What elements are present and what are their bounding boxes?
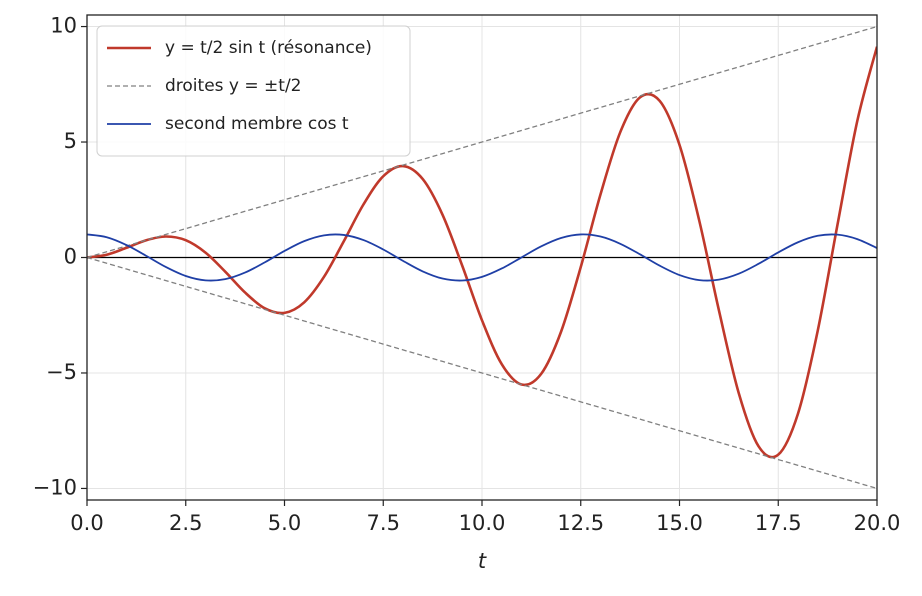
series-line bbox=[87, 25, 877, 259]
y-tick-label: 10 bbox=[50, 14, 77, 38]
x-tick-label: 7.5 bbox=[367, 511, 400, 535]
x-tick-label: 15.0 bbox=[656, 511, 703, 535]
x-tick-label: 17.5 bbox=[755, 511, 802, 535]
series-line bbox=[87, 256, 877, 490]
x-tick-label: 2.5 bbox=[169, 511, 202, 535]
x-tick-label: 20.0 bbox=[854, 511, 901, 535]
legend: y = t/2 sin t (résonance) droites y = ±t/… bbox=[96, 25, 411, 157]
y-tick-label: −10 bbox=[33, 475, 77, 499]
x-tick-label: 10.0 bbox=[459, 511, 506, 535]
plot-frame bbox=[86, 14, 878, 501]
x-axis-label: t bbox=[478, 549, 487, 573]
x-tick-label: 5.0 bbox=[268, 511, 301, 535]
y-tick-label: 0 bbox=[64, 245, 77, 269]
series-line bbox=[87, 46, 877, 459]
x-tick-label: 0.0 bbox=[70, 511, 103, 535]
legend-box bbox=[96, 25, 411, 157]
legend-label: second membre cos t bbox=[165, 114, 349, 134]
legend-label: y = t/2 sin t (résonance) bbox=[165, 38, 372, 58]
y-tick-label: 5 bbox=[64, 129, 77, 153]
legend-label: droites y = ±t/2 bbox=[165, 76, 301, 96]
x-tick-label: 12.5 bbox=[557, 511, 604, 535]
series-line bbox=[87, 233, 877, 282]
y-tick-label: −5 bbox=[46, 360, 77, 384]
